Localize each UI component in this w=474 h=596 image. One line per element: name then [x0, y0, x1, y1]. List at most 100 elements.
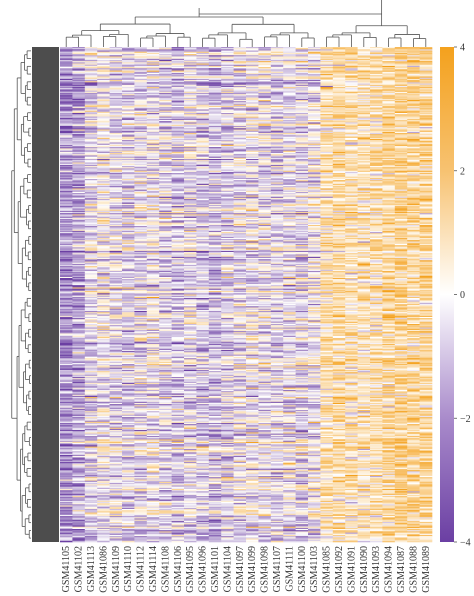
heatmap-cell	[84, 213, 98, 215]
heatmap-cell	[308, 48, 321, 50]
heatmap-cell	[134, 179, 148, 181]
heatmap-cell	[332, 100, 346, 102]
heatmap-cell	[407, 54, 420, 56]
heatmap-cell	[97, 201, 110, 203]
heatmap-cell	[270, 69, 284, 71]
heatmap-cell	[370, 136, 383, 139]
heatmap-cell	[370, 163, 383, 166]
heatmap-cell	[184, 87, 197, 89]
heatmap-cell	[159, 81, 172, 83]
heatmap-cell	[283, 109, 296, 111]
heatmap-cell	[332, 160, 346, 162]
heatmap-cell	[221, 138, 234, 141]
heatmap-cell	[146, 137, 160, 140]
heatmap-cell	[357, 173, 371, 175]
heatmap-cell	[320, 182, 334, 185]
heatmap-cell	[146, 63, 160, 65]
heatmap-cell	[308, 49, 321, 51]
heatmap-cell	[332, 230, 346, 233]
heatmap-cell	[394, 120, 408, 122]
heatmap-cell	[357, 146, 371, 148]
heatmap-cell	[320, 164, 334, 167]
heatmap-cell	[72, 124, 86, 127]
heatmap-cell	[159, 143, 172, 146]
heatmap-cell	[233, 161, 247, 163]
heatmap-cell	[84, 109, 98, 111]
heatmap-cell	[357, 229, 371, 232]
heatmap-cell	[419, 193, 433, 195]
heatmap-cell	[308, 74, 321, 76]
heatmap-cell	[270, 180, 284, 182]
heatmap-cell	[109, 136, 123, 139]
heatmap-cell	[394, 52, 408, 55]
heatmap-cell	[184, 189, 197, 192]
heatmap-cell	[159, 82, 172, 84]
heatmap-cell	[407, 100, 420, 102]
heatmap-cell	[134, 58, 148, 61]
heatmap-cell	[320, 146, 334, 148]
heatmap-cell	[72, 115, 86, 117]
heatmap-cell	[97, 210, 110, 213]
heatmap-cell	[345, 207, 358, 209]
heatmap-cell	[332, 103, 346, 106]
heatmap-cell	[208, 220, 222, 222]
heatmap-cell	[196, 83, 210, 86]
heatmap-cell	[332, 221, 346, 223]
heatmap-cell	[60, 96, 73, 98]
heatmap-cell	[196, 103, 210, 106]
heatmap-cell	[407, 146, 420, 148]
heatmap-cell	[184, 138, 197, 141]
heatmap-cell	[370, 142, 383, 144]
heatmap-cell	[258, 138, 272, 141]
heatmap-cell	[60, 128, 73, 130]
heatmap-cell	[295, 127, 309, 129]
heatmap-cell	[97, 101, 110, 103]
heatmap-cell	[171, 105, 185, 108]
heatmap-cell	[332, 199, 346, 201]
heatmap-cell	[60, 51, 73, 54]
heatmap-cell	[97, 230, 110, 233]
heatmap-cell	[419, 195, 433, 197]
heatmap-cell	[246, 136, 259, 139]
heatmap-cell	[122, 117, 135, 120]
heatmap-cell	[370, 227, 383, 229]
heatmap-cell	[134, 219, 148, 221]
heatmap-cell	[60, 130, 73, 133]
heatmap-cell	[60, 148, 73, 150]
heatmap-cell	[97, 155, 110, 157]
heatmap-cell	[196, 78, 210, 81]
heatmap-cell	[196, 188, 210, 190]
heatmap-cell	[258, 136, 272, 139]
heatmap-cell	[184, 61, 197, 63]
heatmap-cell	[419, 188, 433, 190]
heatmap-cell	[97, 167, 110, 169]
heatmap-cell	[270, 150, 284, 153]
heatmap-cell	[84, 69, 98, 71]
heatmap-cell	[72, 189, 86, 192]
heatmap-cell	[258, 194, 272, 196]
heatmap-cell	[419, 110, 433, 113]
heatmap-cell	[221, 219, 234, 221]
heatmap-cell	[134, 103, 148, 106]
heatmap-cell	[97, 151, 110, 154]
heatmap-cell	[233, 128, 247, 130]
heatmap-cell	[370, 98, 383, 101]
heatmap-cell	[382, 167, 396, 169]
heatmap-cell	[196, 134, 210, 136]
heatmap-cell	[320, 131, 334, 134]
heatmap-cell	[134, 170, 148, 173]
heatmap-cell	[283, 67, 296, 69]
heatmap-cell	[233, 103, 247, 106]
heatmap-cell	[84, 204, 98, 207]
heatmap-cell	[122, 120, 135, 122]
heatmap-cell	[122, 108, 135, 110]
heatmap-cell	[419, 199, 433, 201]
heatmap-cell	[84, 78, 98, 81]
heatmap-cell	[184, 137, 197, 140]
heatmap-cell	[345, 116, 358, 119]
heatmap-cell	[419, 116, 433, 119]
heatmap-cell	[171, 224, 185, 227]
heatmap-cell	[332, 167, 346, 169]
heatmap-cell	[370, 219, 383, 221]
heatmap-cell	[345, 125, 358, 128]
